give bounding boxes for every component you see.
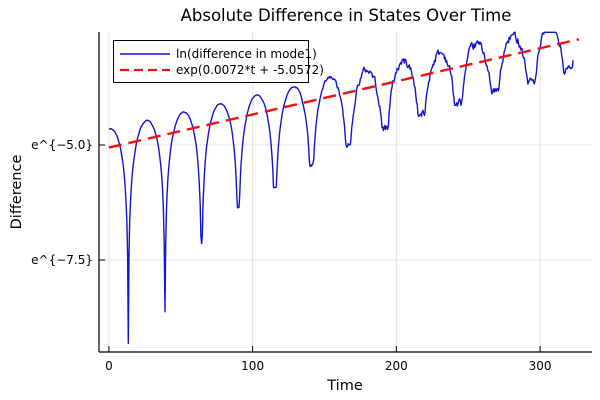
- axes: [98, 32, 592, 353]
- x-axis-label: Time: [326, 378, 363, 394]
- series-line-ln-difference: [108, 31, 574, 345]
- x-tick-label: 300: [529, 359, 552, 373]
- legend-box: [113, 40, 309, 83]
- x-tick-label: 200: [385, 359, 408, 373]
- series-line-exp-fit: [108, 38, 580, 149]
- chart-title: Absolute Difference in States Over Time: [181, 6, 512, 25]
- y-axis-label: Difference: [9, 155, 25, 230]
- legend: ln(difference in mode1) exp(0.0072*t + -…: [113, 40, 324, 83]
- y-tick-label: e^{−5.0}: [31, 138, 93, 152]
- series-lines: [108, 31, 580, 345]
- y-tick-label: e^{−7.5}: [31, 253, 93, 267]
- x-tick-label: 0: [105, 359, 113, 373]
- legend-entry-series2: exp(0.0072*t + -5.0572): [176, 63, 324, 77]
- tick-labels: 0 100 200 300 e^{−5.0} e^{−7.5}: [31, 138, 551, 373]
- legend-entry-series1: ln(difference in mode1): [176, 47, 317, 61]
- x-tick-label: 100: [241, 359, 264, 373]
